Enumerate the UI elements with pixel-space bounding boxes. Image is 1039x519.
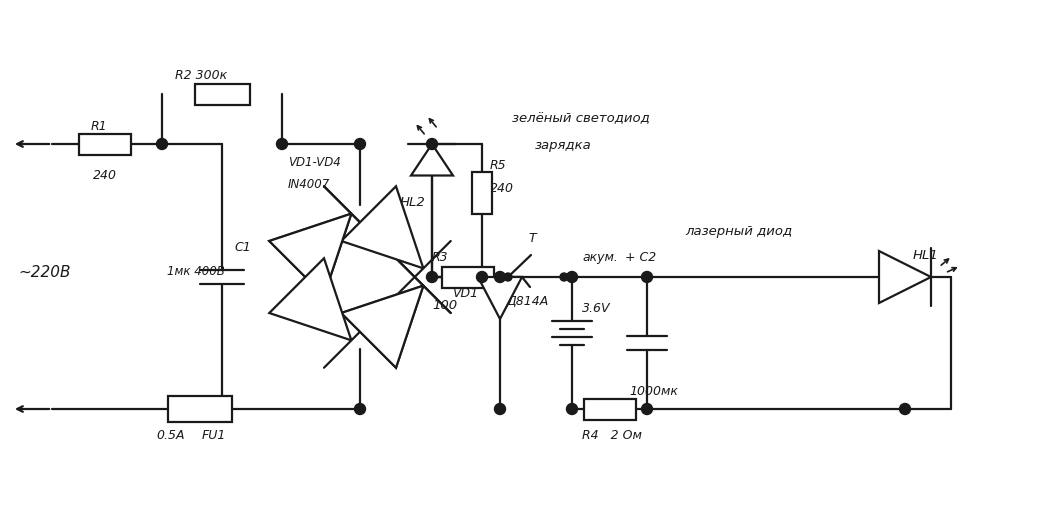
Polygon shape	[341, 186, 423, 268]
Circle shape	[566, 403, 578, 415]
Text: R5: R5	[490, 159, 507, 172]
Polygon shape	[341, 285, 423, 368]
Bar	[584, 399, 636, 419]
Text: 240: 240	[490, 182, 514, 195]
Circle shape	[566, 271, 578, 282]
Text: лазерный диод: лазерный диод	[685, 225, 792, 238]
Circle shape	[426, 139, 437, 149]
Text: FU1: FU1	[202, 429, 227, 442]
Circle shape	[354, 139, 366, 149]
Polygon shape	[269, 214, 351, 296]
Polygon shape	[879, 251, 931, 303]
Text: R3: R3	[432, 251, 449, 264]
Text: зелёный светодиод: зелёный светодиод	[512, 112, 649, 125]
Text: акум.: акум.	[582, 251, 618, 264]
Text: R4   2 Ом: R4 2 Ом	[582, 429, 641, 442]
Text: + C2: + C2	[625, 251, 657, 264]
Polygon shape	[478, 277, 522, 319]
Circle shape	[354, 403, 366, 415]
Bar	[79, 133, 131, 155]
Circle shape	[900, 403, 910, 415]
Text: VD1-VD4: VD1-VD4	[288, 156, 341, 169]
Polygon shape	[269, 258, 351, 340]
Text: R1: R1	[91, 120, 108, 133]
Text: VD1: VD1	[452, 287, 478, 300]
Text: зарядка: зарядка	[535, 139, 592, 152]
Text: 0.5А: 0.5А	[156, 429, 185, 442]
Text: 240: 240	[94, 169, 117, 182]
Text: HL2: HL2	[400, 196, 426, 209]
Text: 100: 100	[432, 299, 457, 312]
Circle shape	[477, 271, 487, 282]
Circle shape	[495, 271, 506, 282]
Bar	[168, 396, 232, 422]
Bar	[194, 84, 249, 104]
Text: IN4007: IN4007	[288, 178, 330, 191]
Text: 3.6V: 3.6V	[582, 302, 611, 315]
Text: 1000мк: 1000мк	[629, 385, 677, 398]
Circle shape	[426, 271, 437, 282]
Text: R2 300к: R2 300к	[175, 69, 228, 82]
Circle shape	[641, 271, 652, 282]
Bar	[472, 172, 492, 214]
Circle shape	[504, 273, 512, 281]
Text: 1мк 400В: 1мк 400В	[167, 265, 224, 278]
Text: HL1: HL1	[913, 249, 939, 262]
Circle shape	[157, 139, 167, 149]
Bar	[442, 266, 494, 288]
Text: Т: Т	[528, 232, 536, 245]
Polygon shape	[269, 214, 351, 296]
Text: C1: C1	[234, 241, 250, 254]
Circle shape	[495, 403, 506, 415]
Text: ~220В: ~220В	[18, 265, 71, 280]
Circle shape	[276, 139, 288, 149]
Circle shape	[560, 273, 568, 281]
Circle shape	[641, 403, 652, 415]
Polygon shape	[341, 285, 423, 368]
Text: Д814А: Д814А	[506, 295, 549, 308]
Polygon shape	[411, 144, 453, 175]
